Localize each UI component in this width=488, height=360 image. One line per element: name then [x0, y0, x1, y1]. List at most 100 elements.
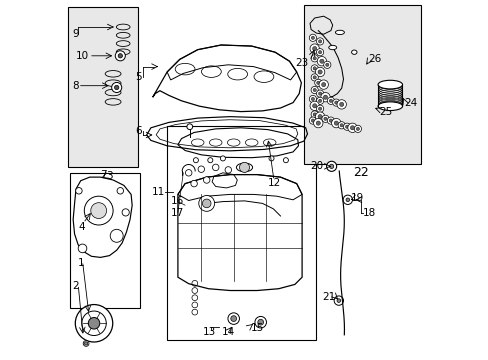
- Circle shape: [309, 44, 319, 53]
- Text: 25: 25: [379, 107, 392, 117]
- Text: 4: 4: [78, 222, 84, 232]
- Circle shape: [313, 118, 322, 128]
- Circle shape: [319, 59, 324, 63]
- Text: 22: 22: [353, 166, 368, 179]
- Circle shape: [321, 115, 328, 122]
- Circle shape: [334, 101, 337, 104]
- Circle shape: [326, 117, 334, 124]
- Text: 24: 24: [403, 98, 416, 108]
- Circle shape: [329, 164, 333, 168]
- Circle shape: [347, 123, 356, 132]
- Text: 15: 15: [250, 323, 264, 333]
- Circle shape: [193, 158, 198, 163]
- Circle shape: [309, 117, 316, 124]
- Circle shape: [122, 209, 129, 216]
- Circle shape: [310, 86, 318, 94]
- Circle shape: [316, 105, 323, 112]
- Circle shape: [84, 196, 113, 225]
- Circle shape: [309, 34, 316, 41]
- Circle shape: [339, 102, 343, 107]
- Text: 3: 3: [106, 171, 112, 181]
- Text: 7: 7: [100, 170, 106, 180]
- Circle shape: [318, 51, 321, 54]
- Circle shape: [343, 123, 350, 130]
- Circle shape: [220, 156, 225, 161]
- Circle shape: [336, 100, 346, 109]
- Circle shape: [186, 124, 192, 130]
- Circle shape: [190, 180, 197, 187]
- Circle shape: [316, 121, 320, 125]
- Circle shape: [91, 203, 106, 219]
- Text: 20: 20: [310, 161, 323, 171]
- Circle shape: [316, 97, 323, 104]
- Circle shape: [346, 198, 349, 202]
- Circle shape: [317, 70, 322, 74]
- Circle shape: [323, 117, 326, 120]
- Bar: [68, 7, 138, 167]
- Ellipse shape: [351, 50, 356, 54]
- Circle shape: [212, 164, 219, 171]
- Text: 12: 12: [267, 178, 281, 188]
- Circle shape: [310, 55, 318, 62]
- Circle shape: [117, 188, 123, 194]
- Text: 8: 8: [72, 81, 79, 91]
- Circle shape: [325, 63, 328, 67]
- Circle shape: [88, 318, 100, 329]
- Circle shape: [312, 46, 316, 51]
- Circle shape: [312, 57, 316, 60]
- Circle shape: [207, 158, 212, 163]
- Text: 11: 11: [151, 186, 164, 197]
- Circle shape: [318, 92, 321, 95]
- Circle shape: [323, 95, 327, 99]
- Ellipse shape: [377, 102, 402, 111]
- Circle shape: [328, 119, 332, 122]
- Circle shape: [318, 80, 328, 89]
- Circle shape: [110, 229, 123, 242]
- Circle shape: [333, 121, 338, 125]
- Text: 19: 19: [350, 193, 363, 203]
- Circle shape: [339, 124, 343, 127]
- Circle shape: [118, 54, 122, 58]
- Circle shape: [311, 119, 314, 122]
- Circle shape: [323, 61, 330, 68]
- Circle shape: [333, 296, 343, 305]
- Circle shape: [321, 82, 325, 87]
- Text: 18: 18: [363, 208, 376, 218]
- Circle shape: [318, 40, 321, 43]
- Circle shape: [316, 81, 319, 85]
- Ellipse shape: [83, 341, 89, 346]
- Circle shape: [309, 95, 316, 103]
- Circle shape: [314, 79, 321, 86]
- Circle shape: [199, 195, 214, 211]
- Ellipse shape: [377, 80, 402, 89]
- Circle shape: [317, 57, 326, 66]
- Circle shape: [310, 74, 318, 81]
- Ellipse shape: [84, 342, 87, 345]
- Circle shape: [331, 118, 340, 128]
- Circle shape: [315, 112, 324, 121]
- Circle shape: [312, 89, 316, 92]
- Circle shape: [356, 127, 359, 131]
- Circle shape: [75, 305, 113, 342]
- Circle shape: [337, 122, 345, 129]
- Circle shape: [311, 98, 314, 101]
- Circle shape: [224, 167, 231, 173]
- Text: 26: 26: [368, 54, 381, 64]
- Circle shape: [318, 107, 321, 111]
- Ellipse shape: [236, 163, 252, 172]
- Circle shape: [312, 67, 316, 70]
- Text: 13: 13: [203, 327, 216, 337]
- Circle shape: [326, 97, 334, 104]
- Circle shape: [336, 299, 340, 302]
- Circle shape: [257, 319, 263, 325]
- Circle shape: [198, 166, 204, 172]
- Circle shape: [239, 162, 249, 172]
- Circle shape: [310, 111, 318, 118]
- Circle shape: [316, 90, 323, 97]
- Ellipse shape: [335, 30, 344, 35]
- Text: 14: 14: [222, 327, 235, 337]
- Circle shape: [316, 49, 323, 56]
- Circle shape: [315, 67, 324, 77]
- Circle shape: [268, 156, 273, 161]
- Circle shape: [78, 244, 87, 253]
